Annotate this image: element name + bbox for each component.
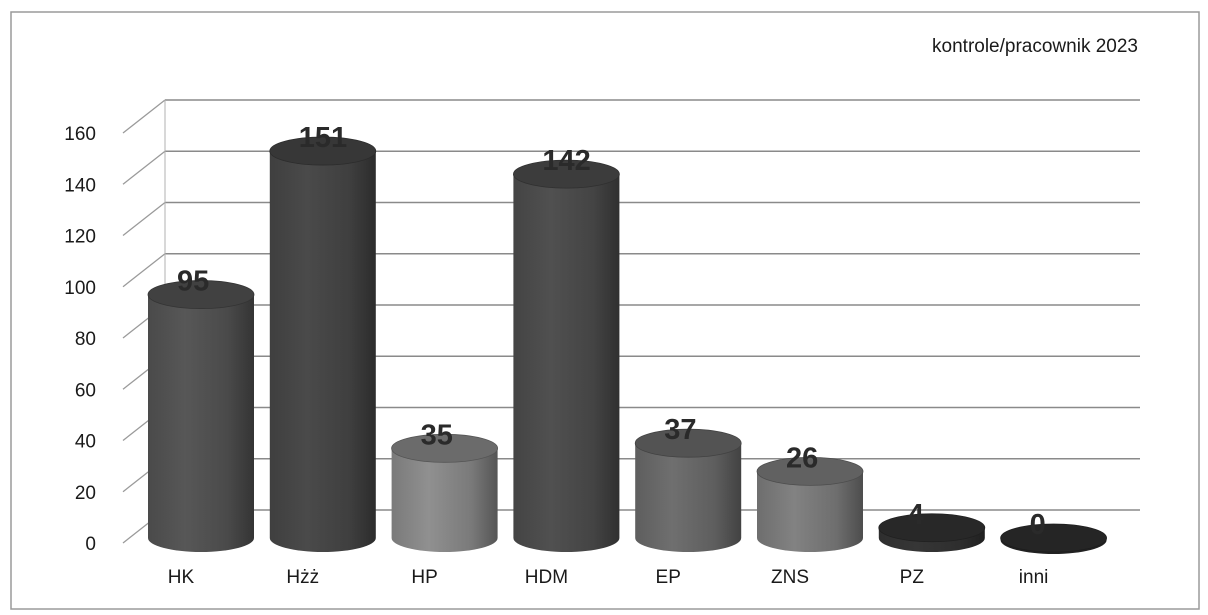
x-category-label: inni: [1019, 567, 1049, 588]
gridline: [122, 99, 1140, 134]
data-label: 35: [421, 419, 453, 451]
data-label: 4: [908, 499, 924, 531]
data-label: 95: [177, 266, 209, 298]
bar: [878, 513, 986, 552]
x-category-label: EP: [656, 567, 681, 588]
y-tick-label: 0: [85, 534, 96, 555]
bars: [147, 136, 1107, 554]
bar: [391, 433, 499, 552]
x-category-label: HDM: [525, 567, 568, 588]
bar: [634, 428, 742, 552]
y-tick-label: 40: [75, 432, 96, 453]
y-tick-label: 160: [64, 124, 96, 145]
bar: [147, 280, 255, 552]
y-tick-label: 120: [64, 227, 96, 248]
y-tick-label: 140: [64, 175, 96, 196]
data-label: 37: [664, 414, 696, 446]
data-labels: 95 151 35 142 37 26 4 0: [177, 122, 1046, 541]
y-tick-label: 60: [75, 380, 96, 401]
bar: [756, 456, 864, 552]
x-category-label: HK: [168, 567, 195, 588]
bar: [269, 136, 377, 552]
data-label: 142: [542, 145, 590, 177]
x-axis-categories: HK Hżż HP HDM EP ZNS PZ inni: [168, 567, 1049, 588]
data-label: 0: [1030, 509, 1046, 541]
data-label: 26: [786, 442, 818, 474]
bar: [513, 159, 620, 552]
bar: [1000, 523, 1107, 554]
x-category-label: ZNS: [771, 567, 809, 588]
y-axis-ticks: 0 20 40 60 80 100 120 140 160: [64, 124, 96, 555]
data-label: 151: [299, 122, 347, 154]
y-tick-label: 100: [64, 278, 96, 299]
x-category-label: PZ: [900, 567, 925, 588]
y-tick-label: 20: [75, 483, 96, 504]
y-tick-label: 80: [75, 329, 96, 350]
legend-series-name: kontrole/pracownik 2023: [932, 36, 1138, 57]
x-category-label: Hżż: [286, 567, 319, 588]
x-category-label: HP: [411, 567, 437, 588]
